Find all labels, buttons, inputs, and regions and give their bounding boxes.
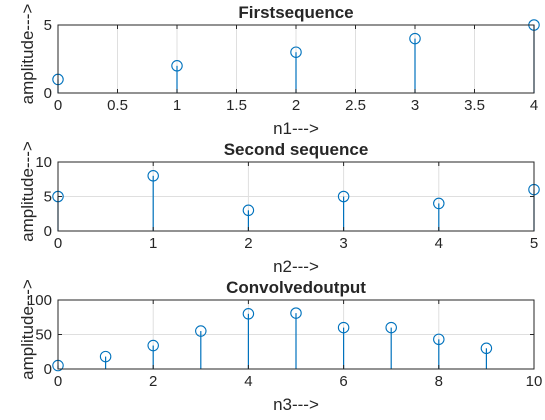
- stem-marker: [433, 197, 445, 210]
- y-tick-label: 0: [44, 223, 52, 240]
- x-tick-label: 4: [244, 373, 252, 390]
- chart-title: Convolvedoutput: [226, 278, 366, 297]
- x-tick-label: 2: [244, 235, 252, 252]
- x-tick-label: 2: [149, 373, 157, 390]
- x-tick-label: 8: [435, 373, 443, 390]
- stem-marker: [409, 32, 421, 45]
- x-tick-label: 5: [530, 235, 538, 252]
- x-tick-label: 4: [435, 235, 443, 252]
- chart-title: Firstsequence: [238, 3, 353, 22]
- x-tick-label: 3: [339, 235, 347, 252]
- x-tick-label: 1.5: [226, 97, 247, 114]
- y-tick-label: 0: [44, 85, 52, 102]
- y-tick-label: 50: [35, 327, 52, 344]
- stem-marker: [337, 321, 350, 334]
- x-tick-label: 3: [411, 97, 419, 114]
- y-tick-label: 10: [35, 154, 52, 171]
- x-tick-label: 6: [339, 373, 347, 390]
- y-tick-label: 5: [44, 189, 52, 206]
- stem-marker: [195, 325, 207, 337]
- stem-marker: [147, 170, 159, 182]
- chart-title: Second sequence: [224, 140, 369, 159]
- x-tick-label: 4: [530, 97, 538, 114]
- y-tick-label: 100: [27, 292, 52, 309]
- x-axis-label: n3--->: [273, 395, 319, 414]
- subplot-2: 0 1 2 3 4 5 0 5 10 Second sequence n2---> amplitude…: [18, 140, 540, 276]
- x-tick-label: 1: [149, 235, 157, 252]
- subplot-3: 0 2 4 6 8 10050100Convolvedoutputn3--->amplit…: [18, 278, 542, 414]
- stem-marker: [385, 321, 397, 334]
- stem-marker: [147, 339, 159, 352]
- y-tick-label: 0: [44, 361, 52, 378]
- stem-marker: [290, 307, 302, 319]
- x-tick-label: 0.5: [107, 97, 128, 114]
- x-axis-label: n1--->: [273, 119, 319, 138]
- x-tick-label: 0: [54, 373, 62, 390]
- x-tick-label: 1: [173, 97, 181, 114]
- x-tick-label: 2.5: [345, 97, 366, 114]
- x-axis-label: n2--->: [273, 257, 319, 276]
- x-tick-label: 2: [292, 97, 300, 114]
- x-tick-label: 3.5: [464, 97, 485, 114]
- stem-marker: [242, 204, 255, 217]
- subplot-1: 0 0.5 1 1.5 2 2.5 3 3.5 4 0 5 Firstsequence n1---> am…: [18, 3, 540, 138]
- x-tick-label: 10: [526, 373, 543, 390]
- stem-marker: [242, 308, 255, 320]
- y-axis-label: amplitude--->: [18, 279, 37, 380]
- stem-marker: [480, 342, 493, 355]
- y-axis-label: amplitude--->: [18, 141, 37, 242]
- stem-marker: [99, 350, 112, 363]
- x-tick-label: 0: [54, 235, 62, 252]
- y-axis-label: amplitude--->: [18, 4, 37, 105]
- stem-marker: [337, 190, 350, 203]
- stem-marker: [290, 46, 302, 58]
- stem-marker: [433, 333, 445, 346]
- x-tick-label: 0: [54, 97, 62, 114]
- stem-marker: [171, 60, 183, 72]
- y-tick-label: 5: [44, 17, 52, 34]
